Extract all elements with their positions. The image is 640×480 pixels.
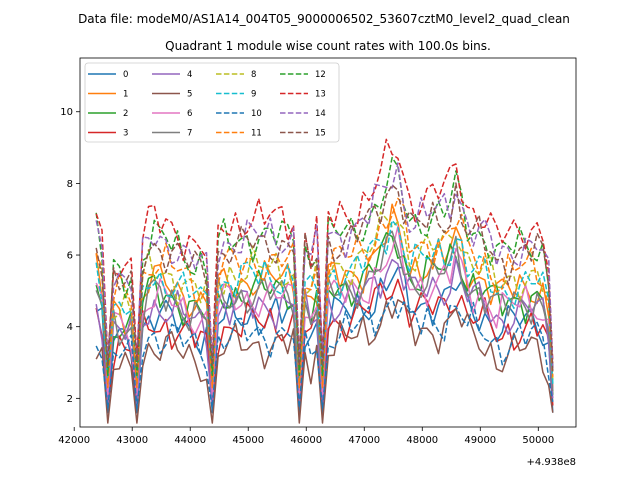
x-tick-label: 42000 xyxy=(58,435,90,446)
series-line-3 xyxy=(95,278,554,406)
legend-box xyxy=(84,62,340,143)
legend-label-1: 1 xyxy=(123,90,128,100)
y-tick-label: 2 xyxy=(67,394,73,405)
series-line-10 xyxy=(95,296,554,409)
legend-label-2: 2 xyxy=(123,109,128,119)
legend-label-7: 7 xyxy=(187,129,192,139)
series-line-8 xyxy=(96,211,554,381)
y-tick-label: 4 xyxy=(67,322,73,333)
legend-label-12: 12 xyxy=(315,70,326,80)
y-axis: 2 4 6 8 10 xyxy=(60,107,80,405)
legend-label-11: 11 xyxy=(251,129,262,139)
series-line-15 xyxy=(95,182,554,374)
series-line-14 xyxy=(95,162,554,370)
x-tick-label: 48000 xyxy=(406,435,438,446)
y-tick-label: 6 xyxy=(67,251,73,262)
chart-title: Quadrant 1 module wise count rates with … xyxy=(165,39,491,53)
x-tick-label: 50000 xyxy=(522,435,554,446)
legend-label-14: 14 xyxy=(315,109,326,119)
legend-label-8: 8 xyxy=(251,70,256,80)
legend-label-10: 10 xyxy=(251,109,262,119)
x-offset-label: +4.938e8 xyxy=(526,457,576,468)
legend-label-5: 5 xyxy=(187,90,192,100)
series-line-5 xyxy=(95,299,554,424)
x-tick-label: 43000 xyxy=(116,435,148,446)
legend-label-4: 4 xyxy=(187,70,192,80)
legend-label-3: 3 xyxy=(123,129,128,139)
x-tick-label: 47000 xyxy=(348,435,380,446)
plot-frame xyxy=(79,57,577,428)
legend-label-9: 9 xyxy=(251,90,256,100)
x-tick-label: 45000 xyxy=(232,435,264,446)
x-tick-label: 49000 xyxy=(464,435,496,446)
x-tick-label: 46000 xyxy=(290,435,322,446)
chart-suptitle: Data file: modeM0/AS1A14_004T05_90000065… xyxy=(78,12,570,26)
legend-label-15: 15 xyxy=(315,129,326,139)
series-line-11 xyxy=(95,197,554,389)
x-axis: 42000 43000 44000 45000 46000 47000 48000 49000… xyxy=(58,427,554,446)
legend-label-6: 6 xyxy=(187,109,192,119)
legend-label-0: 0 xyxy=(123,70,128,80)
y-tick-label: 10 xyxy=(60,107,73,118)
y-tick-label: 8 xyxy=(67,179,73,190)
legend-label-13: 13 xyxy=(315,90,326,100)
series-group xyxy=(95,138,554,424)
x-tick-label: 44000 xyxy=(174,435,206,446)
